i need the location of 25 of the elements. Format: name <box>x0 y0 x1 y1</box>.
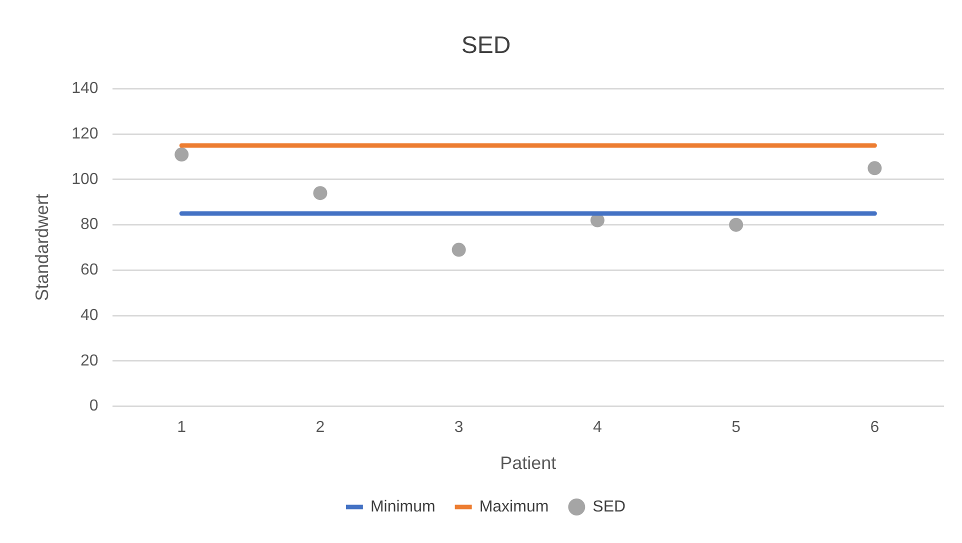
point <box>452 242 466 257</box>
legend-label: Maximum <box>479 498 549 516</box>
chart-title: SED <box>461 32 511 60</box>
point <box>868 161 882 176</box>
y-tick-label: 60 <box>80 262 98 279</box>
x-tick-label: 3 <box>454 419 464 436</box>
legend-label: SED <box>592 498 626 516</box>
x-tick-label: 5 <box>732 419 741 436</box>
x-tick-label: 1 <box>177 419 186 436</box>
x-tick-label: 6 <box>870 419 880 436</box>
y-tick-label: 20 <box>80 352 98 370</box>
point <box>313 186 328 200</box>
x-tick-label: 2 <box>316 419 325 436</box>
y-tick-label: 80 <box>80 216 98 234</box>
point <box>729 218 744 232</box>
y-tick-label: 100 <box>72 170 98 188</box>
x-axis-title: Patient <box>500 453 556 474</box>
y-axis-title: Standardwert <box>32 194 52 302</box>
point <box>174 148 189 162</box>
y-tick-label: 140 <box>72 80 98 98</box>
y-tick-label: 0 <box>89 398 98 415</box>
x-tick-label: 4 <box>593 419 602 436</box>
y-tick-label: 40 <box>80 306 98 324</box>
legend-label: Minimum <box>370 498 436 516</box>
y-tick-label: 120 <box>72 126 98 143</box>
